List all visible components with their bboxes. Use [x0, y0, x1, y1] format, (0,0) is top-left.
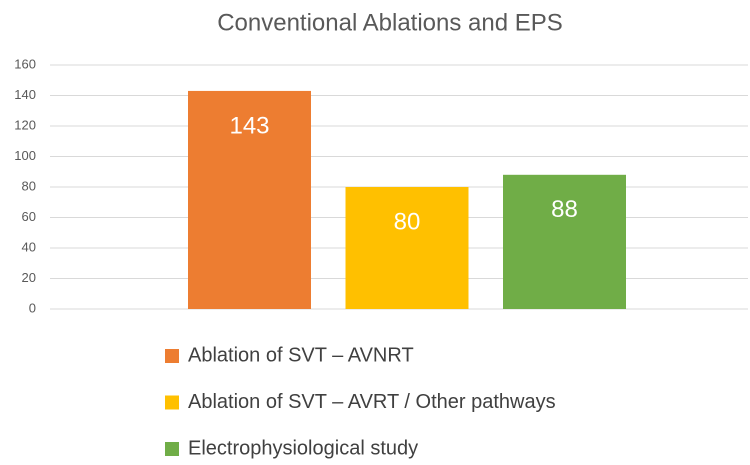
- legend-label: Ablation of SVT – AVRT / Other pathways: [188, 391, 556, 413]
- legend-swatch: [165, 349, 179, 363]
- bar: [345, 187, 469, 309]
- legend-swatch: [165, 395, 179, 410]
- legend-label: Electrophysiological study: [188, 437, 418, 459]
- y-tick-label: 80: [22, 178, 36, 193]
- bar: [188, 90, 311, 309]
- bar: [503, 174, 626, 309]
- legend-swatch: [165, 442, 179, 456]
- data-label: 143: [229, 112, 269, 139]
- data-label: 88: [551, 196, 578, 223]
- y-tick-label: 100: [14, 148, 36, 163]
- data-label: 80: [394, 208, 421, 235]
- y-tick-label: 120: [14, 117, 36, 132]
- legend-label: Ablation of SVT – AVNRT: [188, 344, 414, 366]
- y-tick-label: 20: [22, 270, 36, 285]
- y-tick-label: 0: [29, 300, 36, 315]
- y-tick-label: 160: [14, 56, 36, 71]
- y-tick-label: 40: [22, 239, 36, 254]
- y-tick-label: 60: [22, 209, 36, 224]
- y-tick-label: 140: [14, 87, 36, 102]
- chart-title: Conventional Ablations and EPS: [217, 9, 563, 36]
